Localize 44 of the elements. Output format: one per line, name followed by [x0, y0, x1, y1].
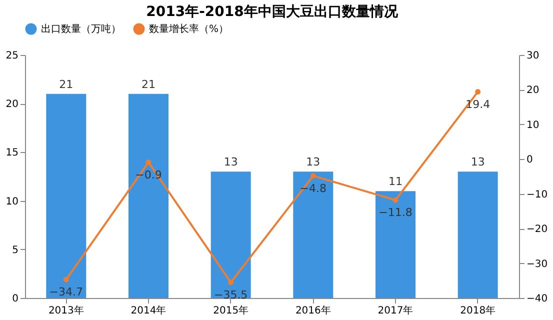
y-tick-label: 15	[6, 148, 18, 159]
y-tick-label: 5	[12, 244, 18, 256]
point	[146, 160, 152, 165]
x-tick-label: 2018年	[460, 304, 496, 316]
x-tick-label: 2015年	[213, 304, 249, 316]
data-label: 13	[306, 156, 320, 169]
point	[475, 89, 481, 95]
y-tick-label: 0	[12, 294, 18, 304]
y2-tick-label: 0	[526, 154, 533, 166]
legend-label: 数量增长率（%）	[149, 23, 229, 35]
data-label: 21	[142, 78, 156, 91]
x-tick-label: 2014年	[130, 304, 166, 316]
point	[310, 173, 316, 179]
chart-title: 2013年-2018年中国大豆出口数量情况	[146, 4, 399, 20]
bar	[293, 172, 334, 298]
y2-tick-label: −20	[526, 224, 548, 236]
bar	[458, 172, 498, 298]
y-tick-label: 20	[6, 99, 18, 110]
x-tick-label: 2016年	[295, 304, 331, 316]
bar	[210, 172, 251, 298]
bar	[376, 191, 416, 298]
data-label: −35.5	[214, 288, 248, 302]
bar	[128, 94, 168, 298]
bar	[46, 94, 86, 298]
y2-tick-label: −40	[526, 294, 548, 304]
data-label: −34.7	[49, 286, 84, 299]
data-label: 21	[59, 78, 74, 91]
point	[228, 280, 234, 286]
y2-tick-label: −30	[526, 258, 548, 270]
y2-tick-label: 10	[526, 120, 540, 131]
data-label: 11	[388, 175, 402, 188]
y-tick-label: 25	[6, 50, 18, 62]
data-label: 13	[470, 156, 485, 169]
y2-tick-label: 20	[526, 85, 540, 96]
x-tick-label: 2013年	[48, 304, 84, 316]
data-label: −11.8	[378, 206, 412, 220]
x-tick-label: 2017年	[378, 304, 414, 316]
point	[392, 197, 398, 203]
point	[63, 276, 69, 282]
legend-label: 出口数量（万吨）	[41, 23, 121, 35]
y2-tick-label: −10	[526, 189, 548, 200]
y-tick-label: 10	[6, 196, 18, 208]
y2-tick-label: 30	[526, 50, 540, 62]
data-label: 13	[224, 156, 238, 169]
